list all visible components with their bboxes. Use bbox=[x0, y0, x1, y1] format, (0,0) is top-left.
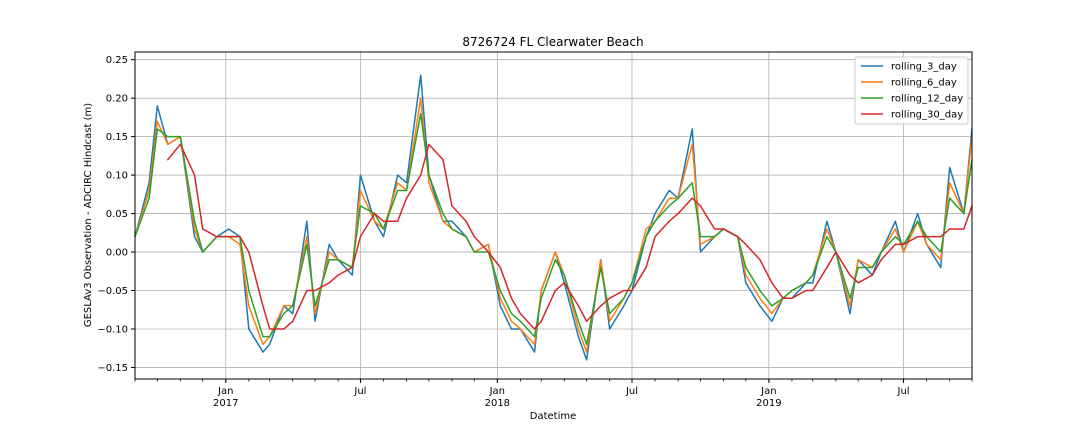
x-tick-year-label: 2019 bbox=[756, 398, 781, 409]
legend-box bbox=[854, 56, 969, 125]
legend-label: rolling_6_day bbox=[891, 78, 957, 89]
series-lines bbox=[134, 74, 973, 361]
y-tick-label: 0.20 bbox=[106, 94, 128, 105]
y-tick-label: −0.05 bbox=[97, 286, 128, 297]
x-tick-year-label: 2017 bbox=[213, 398, 238, 409]
y-tick-label: 0.05 bbox=[106, 209, 128, 220]
y-tick-label: 0.25 bbox=[106, 55, 128, 66]
plot-frame bbox=[134, 51, 973, 380]
series-line-rolling_30_day bbox=[166, 143, 973, 330]
y-axis-label: GESLAv3 Observation - ADCIRC Hindcast (m… bbox=[83, 103, 94, 327]
legend-label: rolling_30_day bbox=[891, 110, 963, 121]
legend: rolling_3_day rolling_6_day rolling_12_day… bbox=[854, 56, 969, 125]
x-tick-label: Jul bbox=[625, 386, 638, 397]
x-tick-label: Jan bbox=[489, 386, 505, 397]
grid bbox=[135, 52, 972, 379]
y-tick-label: −0.15 bbox=[97, 363, 128, 374]
x-tick-label: Jan bbox=[760, 386, 776, 397]
y-tick-label: 0.00 bbox=[106, 248, 128, 259]
series-line-rolling_6_day bbox=[134, 97, 973, 353]
legend-label: rolling_12_day bbox=[891, 94, 963, 105]
chart-title: 8726724 FL Clearwater Beach bbox=[462, 35, 643, 49]
x-axis-label: Datetime bbox=[530, 411, 577, 422]
x-tick-year-label: 2018 bbox=[485, 398, 510, 409]
x-tick-label: Jan bbox=[217, 386, 233, 397]
x-tick-label: Jul bbox=[897, 386, 910, 397]
y-tick-label: 0.10 bbox=[106, 171, 128, 182]
y-tick-label: 0.15 bbox=[106, 132, 128, 143]
axes: −0.15 −0.10 −0.05 0.00 0.05 0.10 0.15 0.20 0.25 J… bbox=[97, 55, 973, 409]
x-tick-label: Jul bbox=[353, 386, 366, 397]
legend-label: rolling_3_day bbox=[891, 62, 957, 73]
y-tick-label: −0.10 bbox=[97, 324, 128, 335]
